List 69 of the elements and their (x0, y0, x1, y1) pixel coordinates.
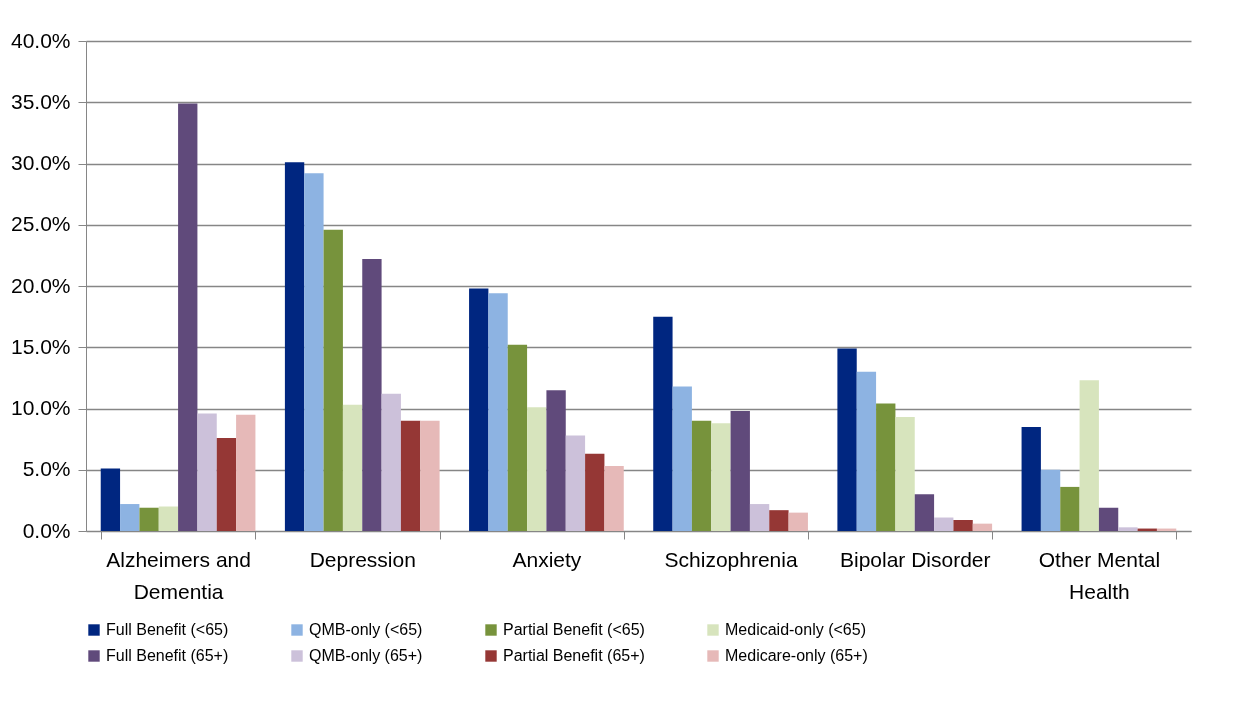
y-tick-label: 20.0% (10, 273, 71, 297)
legend-label: Partial Benefit (65+) (503, 647, 645, 664)
bar (216, 437, 237, 531)
bar (914, 494, 935, 531)
bar (120, 504, 140, 531)
bar (711, 423, 731, 531)
x-tick-label: Schizophrenia (664, 547, 798, 571)
bar (972, 523, 993, 531)
bar (546, 390, 566, 531)
bar (934, 517, 954, 531)
bar (769, 510, 789, 531)
bar (381, 393, 401, 531)
bar (565, 435, 586, 531)
legend-label: Partial Benefit (<65) (503, 621, 645, 638)
bar (527, 407, 547, 531)
legend-label: QMB-only (65+) (309, 647, 423, 664)
bar (585, 453, 605, 531)
y-tick-label: 15.0% (10, 334, 71, 358)
y-tick-label: 40.0% (10, 28, 71, 52)
x-tick-label: Alzheimers and Dementia (106, 547, 251, 603)
bar (653, 316, 673, 531)
legend-label: Medicare-only (65+) (725, 647, 868, 664)
bar (469, 288, 489, 531)
bar (197, 413, 217, 531)
bar (400, 420, 421, 531)
y-tick-label: 30.0% (10, 151, 71, 174)
bar (284, 162, 305, 531)
x-tick-label: Other Mental Health (1038, 547, 1161, 603)
bar (1079, 380, 1099, 531)
bar (1040, 469, 1061, 531)
bar (323, 229, 343, 531)
bar (895, 417, 915, 531)
legend-label: QMB-only (<65) (309, 621, 423, 638)
y-tick-label: 35.0% (10, 89, 71, 113)
bar (1118, 527, 1138, 531)
x-tick-label: Bipolar Disorder (839, 547, 991, 571)
bar (100, 468, 121, 531)
bar (362, 259, 382, 531)
x-tick-label: Anxiety (512, 547, 582, 571)
bar (837, 348, 857, 531)
y-tick-label: 5.0% (22, 457, 71, 481)
bar (158, 506, 179, 531)
y-tick-label: 0.0% (22, 518, 71, 542)
bar (672, 386, 692, 531)
x-tick-label: Depression (309, 547, 416, 571)
y-tick-label: 10.0% (10, 396, 71, 419)
bar (876, 403, 896, 531)
y-tick-label: 25.0% (10, 212, 71, 236)
bar (730, 410, 750, 531)
bar (1021, 426, 1041, 531)
bar (304, 173, 324, 531)
bar (691, 420, 712, 531)
legend-label: Medicaid-only (<65) (725, 621, 866, 638)
bar (1098, 507, 1119, 531)
bar (342, 404, 363, 531)
bar (236, 414, 256, 531)
bar (420, 420, 440, 531)
bar (507, 344, 528, 531)
bar (488, 293, 508, 531)
bar (604, 466, 624, 531)
bar (178, 103, 198, 531)
bar (788, 512, 808, 531)
legend-label: Full Benefit (<65) (106, 621, 229, 638)
bar (953, 519, 973, 531)
bar (749, 504, 770, 531)
bar (1060, 486, 1080, 531)
legend-label: Full Benefit (65+) (106, 647, 229, 664)
bar (139, 507, 159, 531)
bar (856, 371, 877, 531)
